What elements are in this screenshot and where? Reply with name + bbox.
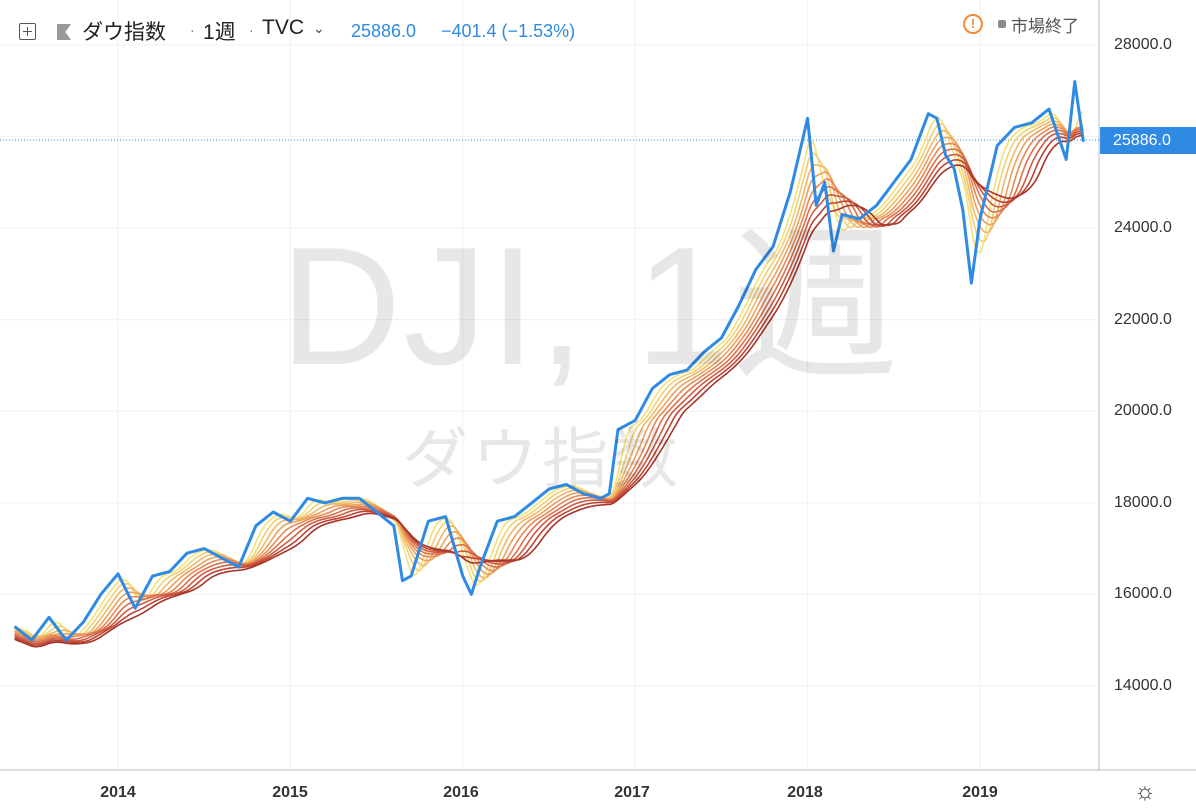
- price-tick: 16000.0: [1114, 585, 1172, 602]
- last-price-label: 25886.0: [1100, 127, 1196, 154]
- ema-line: [14, 134, 1084, 648]
- warning-icon[interactable]: !: [963, 14, 983, 34]
- ema-line: [14, 128, 1084, 643]
- separator: ·: [249, 22, 254, 38]
- price-tick: 24000.0: [1114, 219, 1172, 236]
- time-tick: 2015: [272, 784, 308, 801]
- exchange-label[interactable]: TVC: [262, 16, 304, 39]
- price-line: [13, 80, 1085, 642]
- gear-icon[interactable]: ☼: [1134, 778, 1156, 805]
- price-tick: 14000.0: [1114, 677, 1172, 694]
- price-tick: 28000.0: [1114, 36, 1172, 53]
- last-price-value: 25886.0: [351, 21, 417, 41]
- time-tick: 2017: [614, 784, 650, 801]
- price-change-value: −401.4 (−1.53%): [441, 21, 576, 41]
- expand-icon[interactable]: [19, 23, 36, 40]
- watermark-main: DJI, 1週: [280, 212, 901, 400]
- ema-line: [14, 111, 1084, 638]
- time-tick: 2018: [787, 784, 823, 801]
- interval-label[interactable]: 1週: [203, 21, 236, 44]
- ema-ribbon: [14, 111, 1084, 648]
- time-tick: 2019: [962, 784, 998, 801]
- price-tick: 18000.0: [1114, 494, 1172, 511]
- symbol-name[interactable]: ダウ指数: [82, 21, 166, 44]
- separator: ·: [190, 22, 195, 38]
- time-tick: 2016: [443, 784, 479, 801]
- price-series: [13, 80, 1085, 642]
- ema-line: [14, 123, 1084, 640]
- status-dot-icon: [998, 20, 1006, 28]
- ema-line: [14, 116, 1084, 638]
- price-tick: 20000.0: [1114, 402, 1172, 419]
- price-tick: 22000.0: [1114, 311, 1172, 328]
- time-tick: 2014: [100, 784, 136, 801]
- flag-icon[interactable]: [57, 24, 71, 40]
- chevron-down-icon[interactable]: ⌄: [313, 20, 325, 36]
- ema-line: [14, 120, 1084, 638]
- ema-line: [14, 126, 1084, 642]
- market-status: 市場終了: [1011, 17, 1079, 36]
- ema-line: [14, 132, 1084, 646]
- chart-header: ダウ指数 · 1週 · TVC ⌄ 25886.0 −401.4 (−1.53%…: [0, 0, 1098, 60]
- ema-line: [14, 130, 1084, 645]
- watermark-sub: ダウ指数: [402, 422, 682, 496]
